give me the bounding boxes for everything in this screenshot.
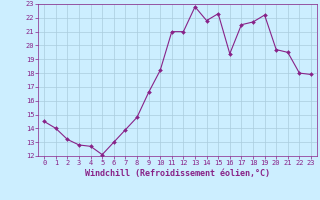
X-axis label: Windchill (Refroidissement éolien,°C): Windchill (Refroidissement éolien,°C): [85, 169, 270, 178]
